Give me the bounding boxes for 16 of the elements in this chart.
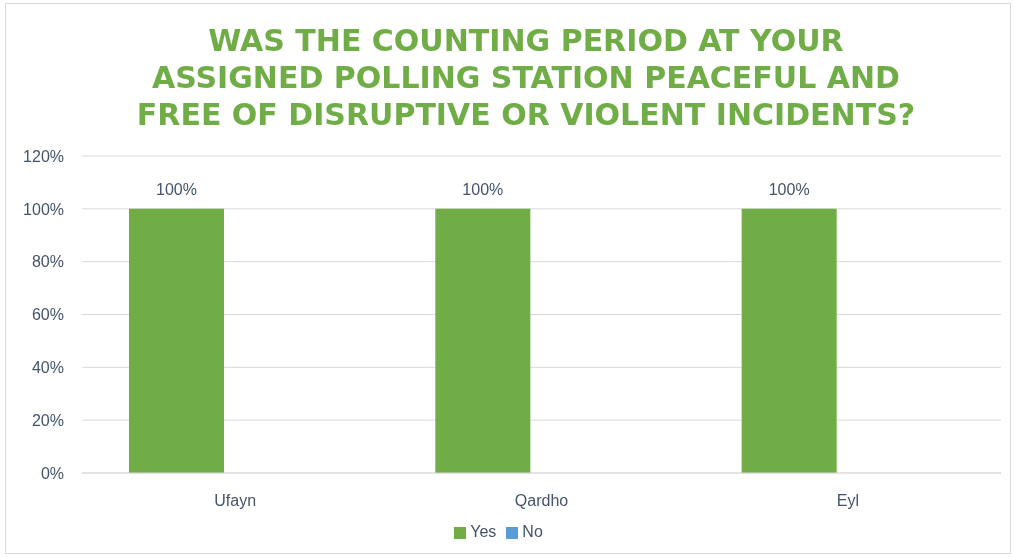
- data-label: 100%: [156, 180, 197, 198]
- y-tick-label: 80%: [31, 253, 64, 271]
- y-tick-label: 100%: [23, 200, 64, 218]
- chart-title: WAS THE COUNTING PERIOD AT YOUR ASSIGNED POLLING STATION PEACEFUL AND FREE OF DISRUPTIVE OR VIOLENT INCIDENTS?: [135, 22, 917, 133]
- y-tick-label: 120%: [23, 147, 64, 165]
- y-tick-label: 20%: [31, 411, 64, 429]
- x-tick-label: Eyl: [836, 492, 859, 510]
- legend-label: Yes: [470, 523, 497, 540]
- y-tick-label: 40%: [31, 359, 64, 377]
- y-tick-label: 60%: [31, 306, 64, 324]
- x-tick-label: Ufayn: [214, 492, 257, 510]
- y-tick-label: 0%: [40, 464, 64, 482]
- data-label: 100%: [462, 180, 504, 198]
- legend-label: No: [522, 523, 543, 540]
- data-label: 100%: [768, 180, 810, 198]
- x-tick-label: Qardho: [514, 492, 569, 510]
